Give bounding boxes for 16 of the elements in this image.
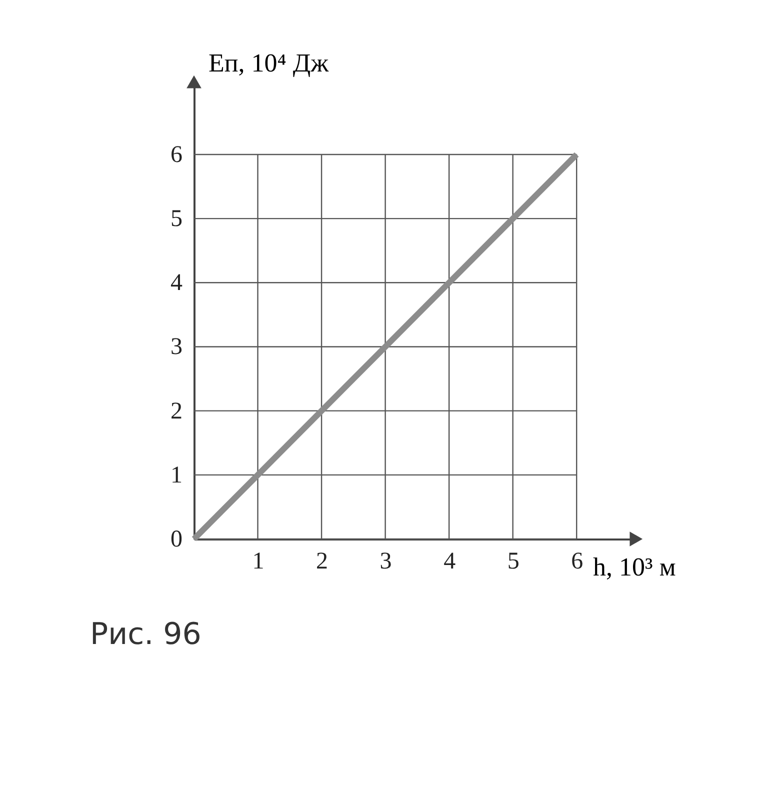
x-tick-label: 3 [380,548,392,574]
text: Рис. 96 [90,617,202,652]
x-axis-title: h, 10³ м [593,552,676,582]
y-tick-label: 1 [170,462,182,488]
x-tick-label: 5 [507,548,520,574]
y-tick-label: 6 [170,142,182,168]
y-tick-label: 4 [170,270,182,296]
y-axis-title: Eп, 10⁴ Дж [208,48,330,78]
y-tick-label: 3 [170,334,182,360]
y-tick-label: 5 [170,206,182,232]
x-tick-label: 4 [444,548,456,574]
y-tick-label: 2 [170,398,182,424]
y-tick-label: 0 [170,526,182,552]
x-tick-label: 6 [571,548,584,574]
x-tick-label: 2 [316,548,328,574]
x-tick-label: 1 [252,548,264,574]
